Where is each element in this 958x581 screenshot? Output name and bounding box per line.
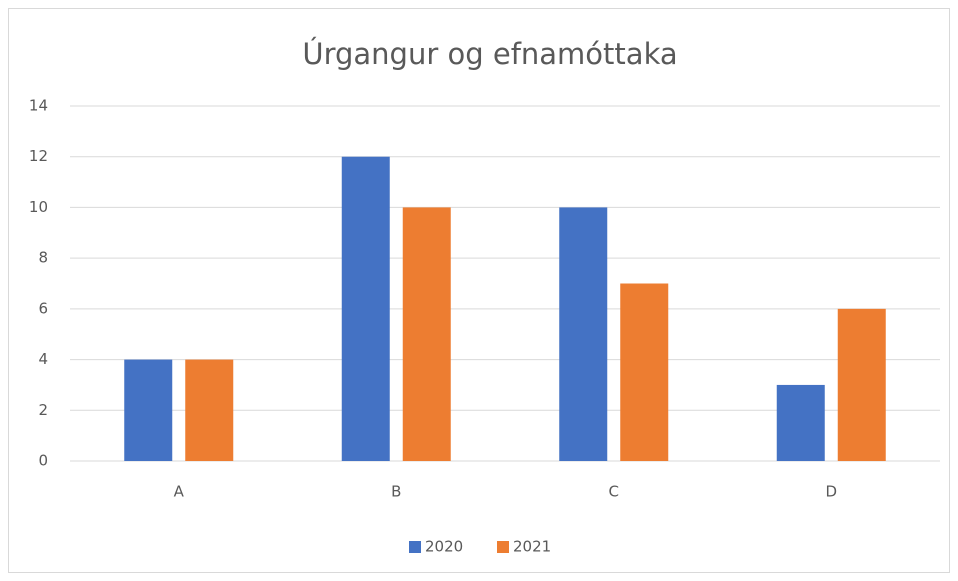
chart-title: Úrgangur og efnamóttaka <box>302 37 677 71</box>
y-tick-label: 6 <box>38 299 48 317</box>
y-tick-label: 0 <box>38 452 48 470</box>
x-tick-label: C <box>609 483 619 501</box>
y-tick-label: 4 <box>38 350 48 368</box>
legend-swatch <box>497 541 509 553</box>
bar <box>620 283 669 461</box>
y-tick-label: 2 <box>38 401 48 419</box>
bar <box>776 384 825 461</box>
chart-border <box>8 8 950 573</box>
legend-swatch <box>409 541 421 553</box>
legend-label: 2020 <box>425 538 463 556</box>
y-tick-label: 8 <box>38 249 48 267</box>
bar <box>185 359 234 461</box>
y-tick-label: 12 <box>29 147 48 165</box>
y-tick-label: 10 <box>29 198 48 216</box>
x-tick-label: D <box>825 483 837 501</box>
x-tick-label: A <box>174 483 185 501</box>
y-tick-label: 14 <box>29 97 48 115</box>
bar <box>559 207 608 461</box>
legend-label: 2021 <box>513 538 551 556</box>
x-tick-label: B <box>391 483 401 501</box>
bar <box>341 156 390 461</box>
bar <box>124 359 173 461</box>
bar <box>837 308 886 461</box>
bar <box>402 207 451 461</box>
